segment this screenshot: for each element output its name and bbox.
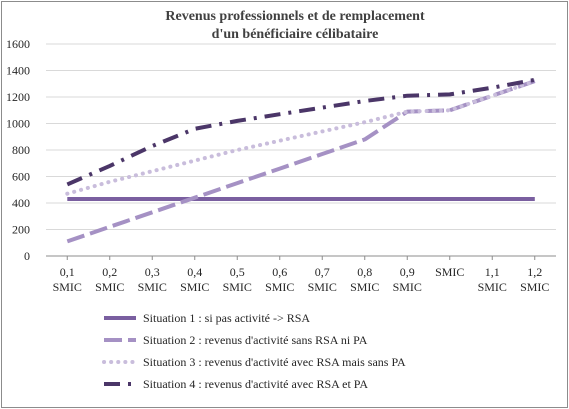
x-tick-label: 0,5 SMIC bbox=[223, 265, 252, 294]
x-tick-label-line: 0,3 bbox=[145, 265, 160, 279]
x-tick-label-line: SMIC bbox=[435, 265, 464, 279]
y-tick-label: 1000 bbox=[6, 117, 30, 131]
x-tick-label-line: SMIC bbox=[308, 280, 337, 294]
x-tick-label: 0,3 SMIC bbox=[138, 265, 167, 294]
x-tick-label: 0,8 SMIC bbox=[350, 265, 379, 294]
legend-label: Situation 3 : revenus d'activité avec RS… bbox=[143, 355, 406, 369]
x-tick-label: 0,6 SMIC bbox=[265, 265, 294, 294]
x-tick-label-line: 0,5 bbox=[230, 265, 245, 279]
x-tick-label-line: SMIC bbox=[350, 280, 379, 294]
legend: Situation 1 : si pas activité -> RSA Situ… bbox=[102, 311, 406, 391]
y-tick-label: 200 bbox=[12, 223, 30, 237]
y-axis: 0 200 400 600 800 1000 1200 1400 1600 bbox=[6, 37, 30, 263]
y-tick-label: 1200 bbox=[6, 90, 30, 104]
series-line-4 bbox=[66, 77, 536, 187]
x-tick-label-line: 1,2 bbox=[527, 265, 542, 279]
y-tick-label: 600 bbox=[12, 170, 30, 184]
x-tick-label-line: SMIC bbox=[478, 280, 507, 294]
x-tick-label-line: 0,4 bbox=[187, 265, 202, 279]
x-tick-label-line: SMIC bbox=[180, 280, 209, 294]
y-tick-label: 400 bbox=[12, 196, 30, 210]
x-tick-label: 0,7 SMIC bbox=[308, 265, 337, 294]
x-tick-label-line: SMIC bbox=[223, 280, 252, 294]
series-line-3 bbox=[65, 79, 537, 196]
legend-label: Situation 1 : si pas activité -> RSA bbox=[143, 311, 310, 325]
x-tick-label-line: 0,1 bbox=[60, 265, 75, 279]
x-tick-label-line: SMIC bbox=[393, 280, 422, 294]
chart-title-line-1: Revenus professionnels et de remplacemen… bbox=[165, 9, 425, 24]
x-tick-label-line: SMIC bbox=[138, 280, 167, 294]
x-tick-label-line: 0,9 bbox=[400, 265, 415, 279]
x-tick-label-line: SMIC bbox=[265, 280, 294, 294]
legend-label: Situation 2 : revenus d'activité sans RS… bbox=[143, 333, 368, 347]
grid bbox=[46, 43, 556, 257]
y-tick-label: 1400 bbox=[6, 64, 30, 78]
y-tick-label: 800 bbox=[12, 143, 30, 157]
x-tick-label-line: 0,2 bbox=[102, 265, 117, 279]
plot-area bbox=[65, 77, 537, 244]
x-tick-label-line: 1,1 bbox=[485, 265, 500, 279]
x-tick-label: 0,1 SMIC bbox=[53, 265, 82, 294]
x-tick-label-line: 0,6 bbox=[272, 265, 287, 279]
legend-label: Situation 4 : revenus d'activité avec RS… bbox=[143, 377, 368, 391]
x-tick-label: 1,2 SMIC bbox=[520, 265, 549, 294]
x-tick-label-line: SMIC bbox=[520, 280, 549, 294]
x-tick-label-line: SMIC bbox=[53, 280, 82, 294]
chart-title-line-2: d'un bénéficiaire célibataire bbox=[212, 27, 379, 42]
x-tick-label: SMIC bbox=[435, 265, 464, 279]
x-tick-label-line: 0,7 bbox=[315, 265, 330, 279]
x-tick-label: 1,1 SMIC bbox=[478, 265, 507, 294]
x-tick-label: 0,2 SMIC bbox=[95, 265, 124, 294]
y-tick-label: 0 bbox=[24, 249, 30, 263]
y-tick-label: 1600 bbox=[6, 37, 30, 51]
x-tick-label: 0,4 SMIC bbox=[180, 265, 209, 294]
series-line-2 bbox=[66, 79, 536, 244]
x-tick-label: 0,9 SMIC bbox=[393, 265, 422, 294]
x-tick-label-line: 0,8 bbox=[357, 265, 372, 279]
x-tick-label-line: SMIC bbox=[95, 280, 124, 294]
